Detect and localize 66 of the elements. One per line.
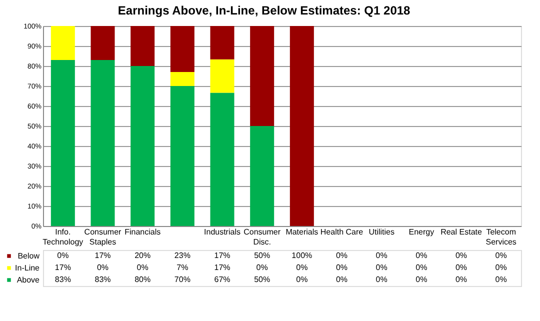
bar [170, 86, 194, 226]
data-label: 17% [54, 263, 71, 272]
legend-label: In-Line [15, 264, 40, 272]
x-tick-label: Financials [124, 228, 161, 236]
x-tick-label: Industrials [204, 228, 240, 236]
x-tick-label: Telecom Services [486, 228, 516, 246]
bar [210, 26, 234, 60]
x-tick-label: Health Care [320, 228, 364, 236]
data-label: 80% [134, 275, 151, 284]
data-label: 0% [416, 251, 428, 260]
data-label: 0% [455, 251, 468, 260]
x-tick-label: Consumer Staples [84, 228, 122, 246]
data-label: 70% [174, 275, 190, 284]
bar [50, 26, 75, 60]
data-label: 0% [296, 275, 308, 284]
legend-label: Below [18, 252, 40, 260]
data-label: 7% [176, 263, 188, 272]
legend-label: Above [16, 276, 40, 284]
data-label: 0% [136, 263, 148, 272]
data-label: 0% [495, 263, 507, 272]
data-label: 0% [57, 251, 69, 260]
x-tick-label: Consumer Disc. [244, 228, 281, 246]
bar [50, 60, 75, 226]
data-label: 0% [495, 275, 507, 284]
data-label: 0% [296, 263, 308, 272]
data-label: 17% [94, 251, 111, 260]
data-label: 17% [214, 263, 230, 272]
bar [250, 126, 274, 226]
data-label: 0% [376, 275, 388, 284]
x-tick-label: Materials [286, 228, 318, 236]
data-label: 0% [376, 263, 388, 272]
data-label: 23% [174, 251, 190, 260]
data-label: 0% [455, 275, 468, 284]
x-tick-label: Energy [408, 228, 434, 236]
bar [90, 26, 115, 60]
data-label: 0% [96, 263, 109, 272]
data-label: 83% [94, 275, 111, 284]
bar [90, 60, 115, 226]
bar [210, 92, 234, 226]
data-label: 0% [256, 263, 268, 272]
bar [290, 26, 314, 226]
data-label: 100% [292, 251, 312, 260]
data-label: 0% [336, 251, 348, 260]
data-label: 0% [336, 263, 348, 272]
data-label: 0% [416, 263, 428, 272]
bar [210, 59, 234, 93]
data-label: 50% [254, 275, 270, 284]
bar [130, 66, 155, 226]
data-label: 50% [254, 251, 270, 260]
data-label: 0% [495, 251, 507, 260]
bar [170, 26, 194, 72]
data-label: 0% [336, 275, 348, 284]
bar [250, 26, 274, 126]
x-tick-label: Utilities [368, 228, 394, 236]
chart-title: Earnings Above, In-Line, Below Estimates: Q1 2018 [118, 4, 411, 18]
data-label: 0% [376, 251, 388, 260]
data-label: 83% [54, 275, 71, 284]
bar [170, 72, 194, 86]
bar [130, 26, 155, 66]
data-label: 20% [134, 251, 151, 260]
data-label: 17% [214, 251, 230, 260]
data-label: 0% [455, 263, 468, 272]
x-tick-label: Real Estate [440, 228, 482, 236]
x-tick-label: Info. Technology [42, 228, 84, 246]
data-label: 0% [416, 275, 428, 284]
data-label: 67% [214, 275, 230, 284]
